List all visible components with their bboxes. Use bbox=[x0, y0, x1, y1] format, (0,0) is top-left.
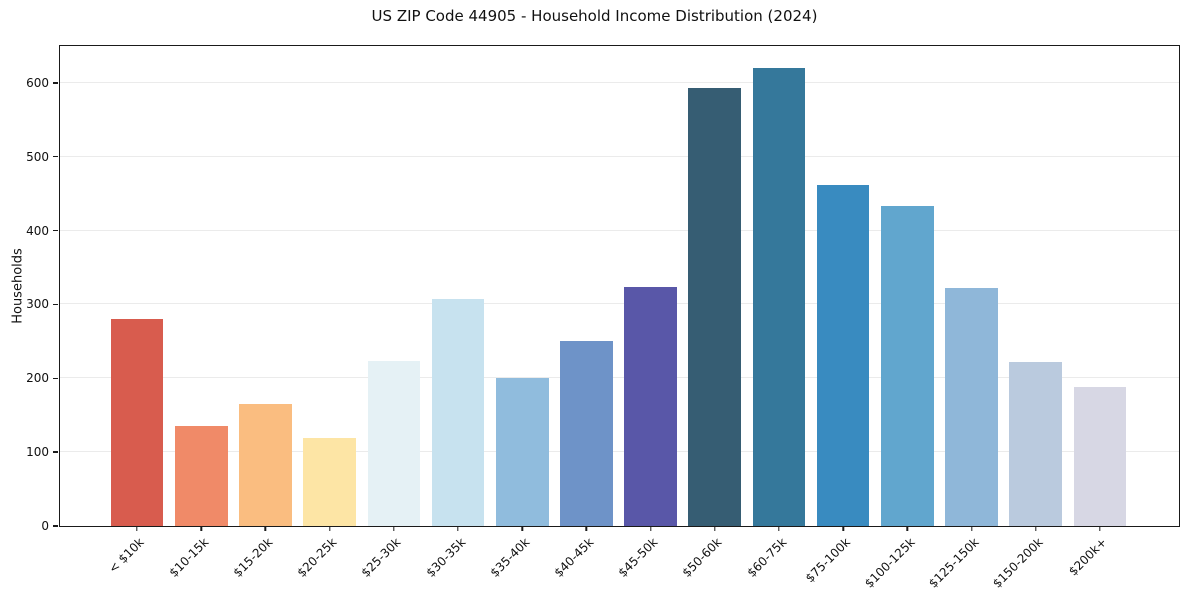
y-axis-label: Households bbox=[10, 248, 26, 324]
x-tick-label-1: $10-15k bbox=[166, 535, 212, 580]
x-tick-mark-13 bbox=[970, 526, 973, 531]
x-tick-label-13: $125-150k bbox=[925, 535, 982, 590]
x-tick-label-11: $75-100k bbox=[802, 535, 854, 586]
y-tick-mark-400 bbox=[53, 229, 58, 232]
bar-slot-0: < $10k bbox=[105, 46, 169, 576]
bar-slot-10: $60-75k bbox=[744, 46, 811, 580]
bar-8 bbox=[624, 287, 677, 526]
y-tick-mark-100 bbox=[53, 451, 58, 453]
bar-9 bbox=[688, 88, 742, 526]
bar-15 bbox=[1073, 387, 1127, 526]
gridline-y-500 bbox=[60, 155, 1179, 157]
x-tick-mark-8 bbox=[649, 526, 652, 531]
gridline-y-400 bbox=[60, 229, 1179, 231]
x-tick-label-0: < $10k bbox=[106, 535, 147, 576]
x-tick-mark-1 bbox=[200, 526, 202, 531]
y-tick-mark-500 bbox=[53, 156, 58, 158]
bar-slot-6: $35-40k bbox=[487, 46, 554, 580]
bar-slot-11: $75-100k bbox=[803, 46, 875, 585]
y-tick-label-500: 500 bbox=[26, 149, 49, 164]
gridline-y-100 bbox=[60, 451, 1179, 453]
bar-slot-4: $25-30k bbox=[359, 46, 426, 580]
x-tick-label-15: $200k+ bbox=[1066, 535, 1110, 579]
bar-6 bbox=[495, 378, 549, 526]
bar-slot-8: $45-50k bbox=[616, 46, 683, 580]
bar-2 bbox=[239, 404, 292, 526]
bar-5 bbox=[431, 298, 485, 526]
x-tick-label-9: $50-60k bbox=[679, 535, 725, 580]
x-tick-label-6: $35-40k bbox=[487, 535, 533, 580]
bar-slot-2: $15-20k bbox=[231, 46, 297, 580]
x-tick-mark-12 bbox=[906, 526, 909, 531]
bar-0 bbox=[110, 318, 164, 526]
bar-slot-13: $125-150k bbox=[926, 46, 1003, 590]
x-tick-mark-14 bbox=[1035, 526, 1037, 531]
x-tick-mark-6 bbox=[521, 526, 523, 531]
y-tick-mark-300 bbox=[53, 303, 58, 306]
bar-slot-9: $50-60k bbox=[680, 46, 747, 580]
bar-7 bbox=[560, 341, 613, 526]
bar-13 bbox=[945, 288, 998, 526]
bar-slot-15: $200k+ bbox=[1066, 46, 1132, 579]
y-tick-label-100: 100 bbox=[26, 445, 49, 460]
x-tick-label-12: $100-125k bbox=[861, 535, 918, 590]
bar-10 bbox=[752, 68, 806, 526]
y-tick-label-600: 600 bbox=[26, 75, 49, 90]
bar-14 bbox=[1009, 362, 1063, 526]
x-tick-mark-15 bbox=[1099, 526, 1101, 531]
bar-12 bbox=[881, 206, 934, 526]
x-tick-mark-0 bbox=[136, 526, 138, 531]
bar-1 bbox=[174, 425, 228, 526]
x-tick-mark-10 bbox=[778, 526, 780, 531]
bar-slot-5: $30-35k bbox=[423, 46, 490, 580]
y-tick-label-300: 300 bbox=[26, 297, 49, 312]
x-tick-label-8: $45-50k bbox=[615, 535, 661, 580]
bar-3 bbox=[303, 438, 356, 526]
x-tick-label-14: $150-200k bbox=[989, 535, 1046, 590]
x-tick-mark-4 bbox=[393, 526, 395, 531]
bar-slot-14: $150-200k bbox=[990, 46, 1068, 590]
x-tick-mark-9 bbox=[714, 526, 716, 531]
bar-slot-1: $10-15k bbox=[166, 46, 233, 580]
bar-slot-12: $100-125k bbox=[862, 46, 939, 590]
y-tick-label-0: 0 bbox=[41, 519, 49, 533]
x-tick-label-5: $30-35k bbox=[423, 535, 468, 580]
x-tick-label-7: $40-45k bbox=[551, 535, 597, 580]
bar-slot-7: $40-45k bbox=[551, 46, 618, 580]
gridline-y-300 bbox=[60, 303, 1179, 305]
x-tick-mark-2 bbox=[264, 526, 267, 531]
y-tick-mark-0 bbox=[53, 525, 58, 527]
x-tick-mark-5 bbox=[457, 526, 459, 531]
x-tick-label-4: $25-30k bbox=[358, 535, 404, 580]
y-tick-mark-200 bbox=[53, 377, 58, 380]
chart-title: US ZIP Code 44905 - Household Income Dis… bbox=[371, 7, 818, 25]
bar-slot-3: $20-25k bbox=[295, 46, 362, 580]
gridline-y-600 bbox=[60, 81, 1179, 83]
y-tick-label-400: 400 bbox=[26, 223, 49, 238]
y-tick-mark-600 bbox=[53, 82, 58, 84]
bar-11 bbox=[816, 184, 870, 526]
plot-area: < $10k $10-15k $15-20k $20-25k $25-30k $30-35… bbox=[26, 45, 1180, 590]
x-tick-mark-7 bbox=[585, 526, 588, 531]
x-tick-mark-11 bbox=[842, 526, 844, 531]
x-tick-label-2: $15-20k bbox=[230, 535, 276, 580]
bars-row: < $10k $10-15k $15-20k $20-25k $25-30k $30-35… bbox=[60, 46, 1179, 590]
x-tick-label-10: $60-75k bbox=[744, 535, 789, 580]
x-tick-label-3: $20-25k bbox=[294, 535, 340, 580]
gridline-y-200 bbox=[60, 377, 1179, 379]
x-tick-mark-3 bbox=[328, 526, 331, 531]
bar-4 bbox=[367, 361, 421, 526]
y-tick-label-200: 200 bbox=[26, 371, 49, 386]
